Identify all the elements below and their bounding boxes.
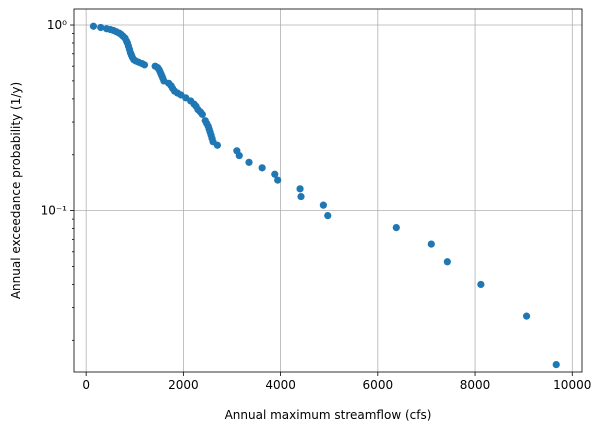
x-tick-label: 2000 xyxy=(168,378,199,392)
data-point xyxy=(271,170,279,178)
data-point xyxy=(319,201,327,209)
data-point xyxy=(427,240,435,248)
y-tick-label: 10⁰ xyxy=(47,18,67,32)
data-point xyxy=(97,23,105,32)
data-point xyxy=(258,164,266,172)
data-point xyxy=(140,61,149,69)
x-tick-label: 6000 xyxy=(363,378,394,392)
data-point xyxy=(522,312,531,320)
data-point xyxy=(324,211,332,220)
data-point xyxy=(213,141,222,149)
data-point xyxy=(297,192,305,201)
data-point xyxy=(296,185,304,193)
x-tick-label: 4000 xyxy=(265,378,296,392)
plot-frame xyxy=(73,8,583,373)
data-point xyxy=(245,158,253,166)
data-point xyxy=(477,280,485,289)
y-tick-label: 10⁻¹ xyxy=(41,204,68,218)
data-point xyxy=(274,176,282,184)
x-tick-label: 10000 xyxy=(553,378,591,392)
data-point xyxy=(198,110,206,118)
x-tick-label: 8000 xyxy=(460,378,491,392)
grid-lines xyxy=(74,9,582,372)
x-axis-label: Annual maximum streamflow (cfs) xyxy=(225,408,432,422)
y-axis-label: Annual exceedance probability (1/y) xyxy=(9,82,23,299)
data-point xyxy=(392,223,400,232)
data-point xyxy=(552,360,560,369)
data-points xyxy=(89,22,560,369)
data-point xyxy=(443,258,451,266)
axis-ticks: 0 2000 4000 6000 8000 10000 10⁰ 10⁻¹ xyxy=(41,18,592,392)
data-point xyxy=(89,22,98,30)
x-tick-label: 0 xyxy=(82,378,90,392)
data-point xyxy=(235,151,243,160)
